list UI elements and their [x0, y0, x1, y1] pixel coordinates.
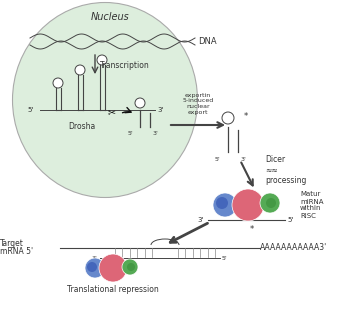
- Circle shape: [135, 98, 145, 108]
- Circle shape: [213, 193, 237, 217]
- Text: DNA: DNA: [198, 38, 217, 46]
- Text: 5': 5': [28, 107, 34, 113]
- Circle shape: [122, 259, 138, 275]
- Text: exportin
5-induced
nuclear
export: exportin 5-induced nuclear export: [182, 93, 214, 115]
- Text: 5': 5': [222, 255, 228, 260]
- Circle shape: [85, 258, 105, 278]
- Text: Matur
miRNA
within
RISC: Matur miRNA within RISC: [300, 192, 323, 219]
- Circle shape: [53, 78, 63, 88]
- Text: Transcription: Transcription: [100, 60, 150, 69]
- Text: AAAAAAAAAAA3': AAAAAAAAAAA3': [260, 243, 327, 253]
- Circle shape: [232, 189, 264, 221]
- Circle shape: [87, 262, 97, 272]
- Text: 3': 3': [198, 217, 204, 223]
- Text: ✂: ✂: [108, 107, 116, 117]
- Circle shape: [260, 193, 280, 213]
- Text: 3': 3': [157, 107, 163, 113]
- Circle shape: [222, 112, 234, 124]
- Text: *: *: [113, 264, 117, 270]
- Circle shape: [127, 263, 135, 271]
- Circle shape: [266, 198, 276, 208]
- Ellipse shape: [13, 2, 198, 197]
- Text: mRNA 5': mRNA 5': [0, 247, 33, 256]
- Circle shape: [99, 254, 127, 282]
- Text: Nucleus: Nucleus: [91, 12, 129, 22]
- Text: *: *: [244, 113, 248, 122]
- Text: 3': 3': [91, 255, 97, 260]
- Text: Dicer
≈≈
processing: Dicer ≈≈ processing: [265, 155, 306, 185]
- Text: 5': 5': [214, 157, 220, 162]
- Circle shape: [216, 197, 228, 209]
- Text: Drosha: Drosha: [68, 122, 96, 131]
- Circle shape: [97, 55, 107, 65]
- Text: 3': 3': [241, 157, 247, 162]
- Text: 3': 3': [153, 131, 159, 136]
- Text: 5': 5': [127, 131, 133, 136]
- Text: 5': 5': [287, 217, 293, 223]
- Text: Target: Target: [0, 238, 24, 247]
- Circle shape: [75, 65, 85, 75]
- Text: *: *: [250, 225, 254, 234]
- Text: Translational repression: Translational repression: [67, 285, 159, 294]
